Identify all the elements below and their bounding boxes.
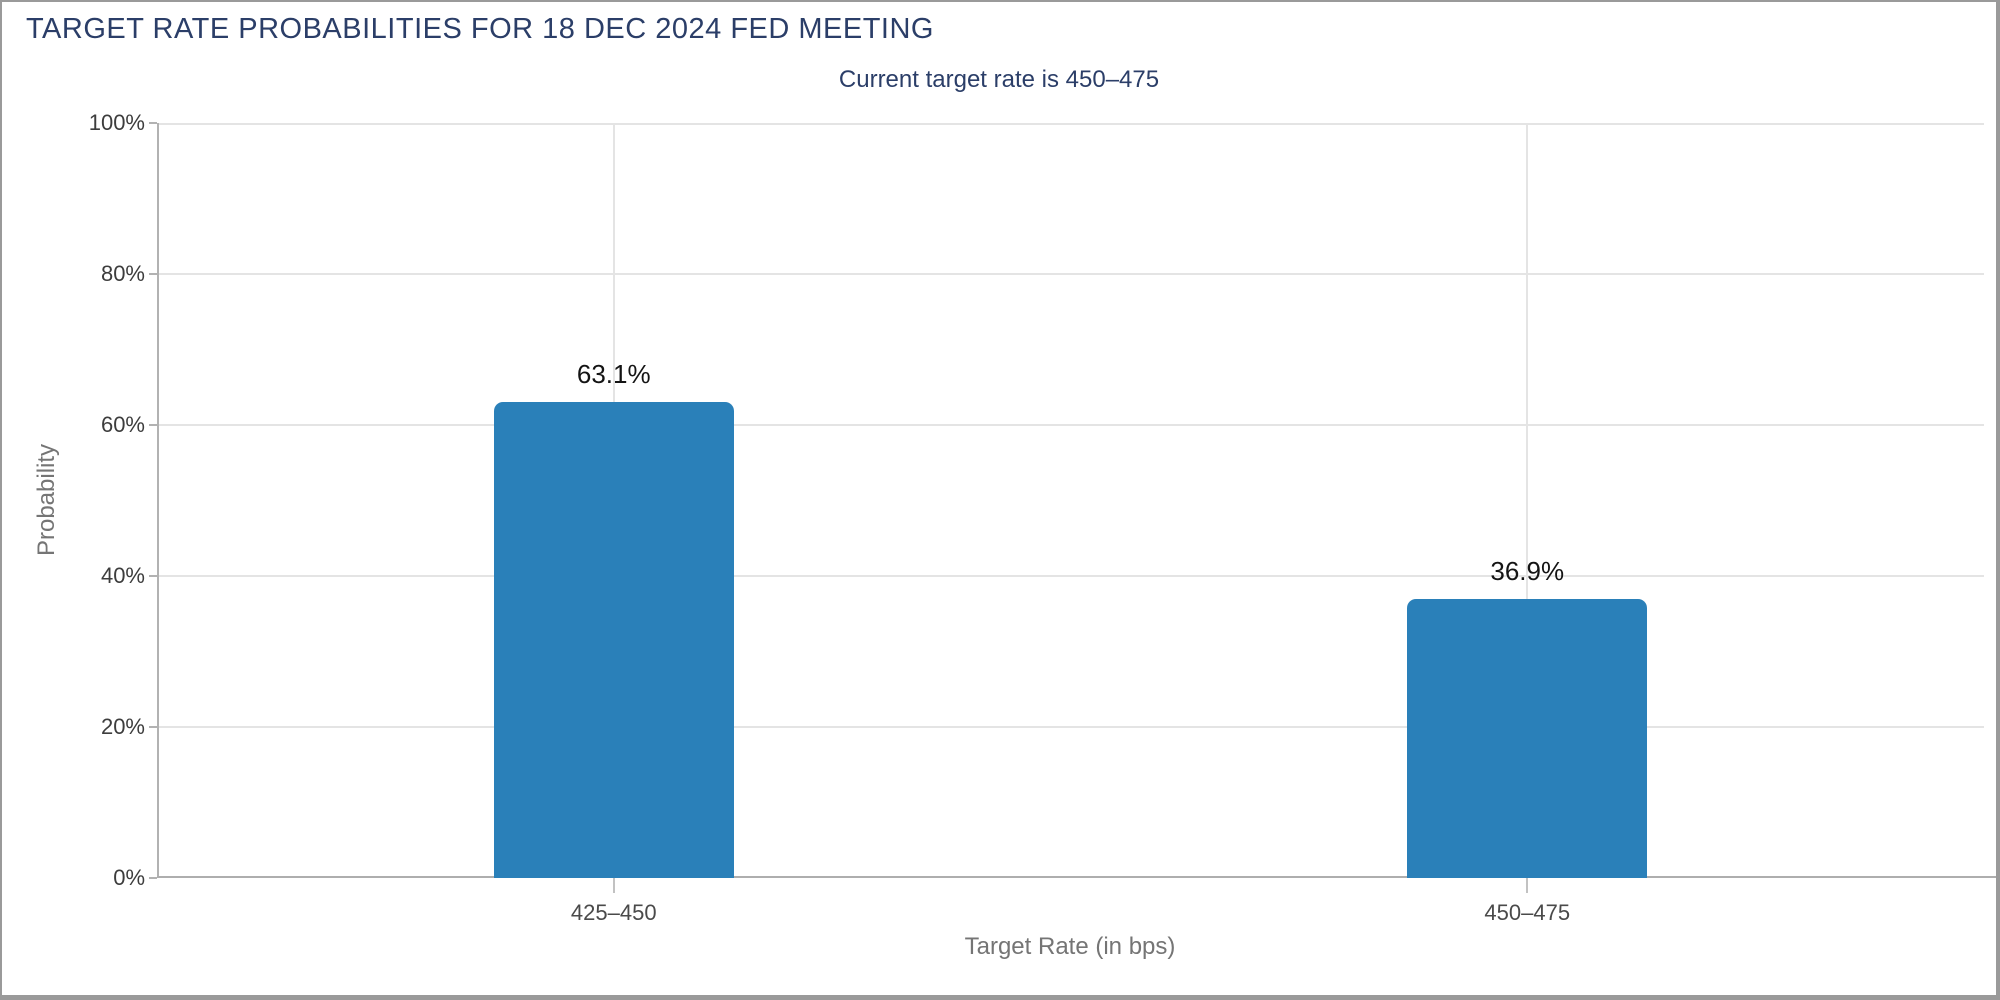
y-tick-label: 40% [100,563,145,588]
y-tick-mark [149,273,157,275]
h-gridline-80 [157,273,1984,275]
x-axis-line [157,876,1996,878]
bar-value-label: 36.9% [1490,556,1565,587]
y-tick-label: 80% [100,261,145,286]
bar-425-450 [493,401,734,878]
y-tick-mark [149,877,157,879]
y-tick-label: 20% [100,714,145,739]
y-tick-mark [149,726,157,728]
bar-value-label: 63.1% [576,358,651,389]
x-axis-title: Target Rate (in bps) [964,933,1176,960]
x-tick-label: 425–450 [570,900,657,925]
chart-subtitle: Current target rate is 450–475 [838,66,1160,93]
x-tick-label: 450–475 [1484,900,1571,925]
bar-group-450-475: 36.9% 450–475 [1407,123,1648,925]
v-gridline-category-2 [1526,123,1529,878]
h-gridline-20 [157,726,1984,728]
y-tick-label: 100% [88,110,145,135]
bar-group-425-450: 63.1% 425–450 [493,123,734,925]
page-title: TARGET RATE PROBABILITIES FOR 18 DEC 202… [26,13,934,45]
x-tick-mark [612,878,615,893]
h-gridline-100 [157,123,1984,125]
y-tick-label: 60% [100,412,145,437]
y-tick-mark [149,575,157,577]
y-axis-title: Probability [33,443,60,557]
y-tick-label: 0% [113,865,145,890]
x-tick-mark [1526,878,1529,893]
plot-area: 0% 20% 40% 60% 80% 100% 63.1% 425–450 36… [89,110,1996,925]
y-axis-line [157,123,159,878]
bar-450-475 [1407,599,1648,878]
h-gridline-40 [157,575,1984,577]
y-tick-mark [149,122,157,124]
h-gridline-60 [157,424,1984,426]
y-tick-mark [149,424,157,426]
